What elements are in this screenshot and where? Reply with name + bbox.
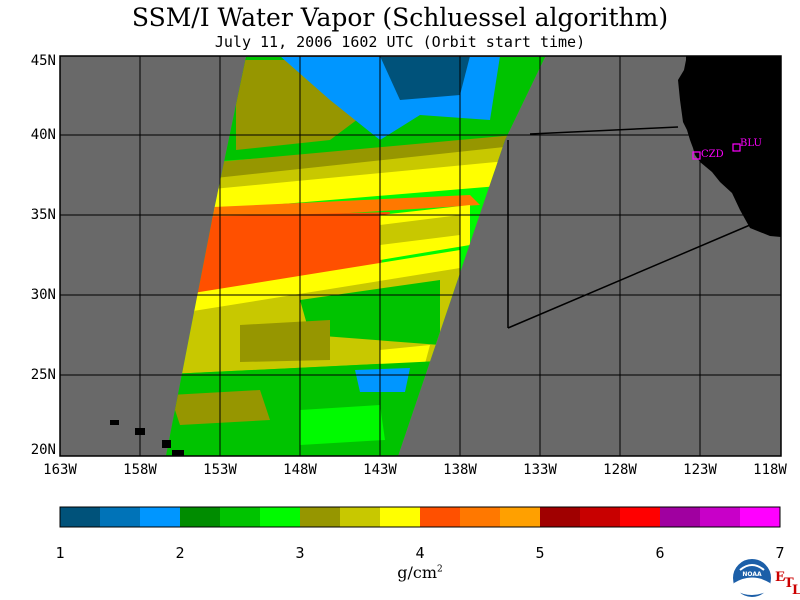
colorbar-label-5: 5 xyxy=(535,544,545,562)
colorbar-segment xyxy=(300,507,341,527)
lat-label-45n: 45N xyxy=(30,53,56,69)
lon-label-133w: 133W xyxy=(523,462,557,478)
colorbar-segment xyxy=(420,507,461,527)
colorbar-segment xyxy=(740,507,781,527)
colorbar-segment xyxy=(260,507,301,527)
colorbar-label-6: 6 xyxy=(655,544,665,562)
colorbar-segment xyxy=(340,507,381,527)
colorbar-label-4: 4 xyxy=(415,544,425,562)
map-frame xyxy=(59,55,782,457)
colorbar-segment xyxy=(380,507,421,527)
colorbar-segment xyxy=(220,507,261,527)
colorbar-segment xyxy=(180,507,221,527)
map-title: SSM/I Water Vapor (Schluessel algorithm) xyxy=(131,3,669,32)
colorbar-label-3: 3 xyxy=(295,544,305,562)
station-blu-label: BLU xyxy=(740,138,762,149)
colorbar-segment xyxy=(540,507,581,527)
noaa-logo: NOAA xyxy=(731,557,773,599)
colorbar-segment xyxy=(620,507,661,527)
colorbar-segment xyxy=(580,507,621,527)
lat-label-30n: 30N xyxy=(30,287,56,303)
colorbar-segment xyxy=(700,507,741,527)
colorbar-segment xyxy=(460,507,501,527)
colorbar xyxy=(60,507,781,527)
lat-label-40n: 40N xyxy=(30,127,56,143)
station-czd-marker xyxy=(692,151,701,160)
colorbar-frame xyxy=(59,506,781,528)
map-subtitle: July 11, 2006 1602 UTC (Orbit start time… xyxy=(214,33,586,51)
lon-label-123w: 123W xyxy=(683,462,717,478)
lon-label-163w: 163W xyxy=(43,462,77,478)
lon-label-148w: 148W xyxy=(283,462,317,478)
lon-label-128w: 128W xyxy=(603,462,637,478)
lon-label-138w: 138W xyxy=(443,462,477,478)
colorbar-segment xyxy=(660,507,701,527)
etl-letter-t: T xyxy=(784,576,794,591)
lat-label-35n: 35N xyxy=(30,207,56,223)
lon-label-118w: 118W xyxy=(753,462,787,478)
colorbar-label-1: 1 xyxy=(55,544,65,562)
station-blu-marker xyxy=(732,143,741,152)
map-graticule xyxy=(60,56,781,456)
etl-letter-l: L xyxy=(792,583,800,598)
colorbar-label-7: 7 xyxy=(775,544,785,562)
colorbar-segment xyxy=(100,507,141,527)
coverage-boundary xyxy=(507,126,751,329)
colorbar-label-2: 2 xyxy=(175,544,185,562)
colorbar-unit: g/cm2 xyxy=(397,563,443,582)
station-czd-label: CZD xyxy=(701,149,724,160)
lat-label-25n: 25N xyxy=(30,367,56,383)
lat-label-20n: 20N xyxy=(30,442,56,458)
colorbar-segment xyxy=(500,507,541,527)
colorbar-segment xyxy=(140,507,181,527)
lon-label-158w: 158W xyxy=(123,462,157,478)
lon-label-153w: 153W xyxy=(203,462,237,478)
svg-text:NOAA: NOAA xyxy=(742,571,762,578)
colorbar-segment xyxy=(60,507,101,527)
lon-label-143w: 143W xyxy=(363,462,397,478)
etl-letter-e: E xyxy=(775,570,785,585)
